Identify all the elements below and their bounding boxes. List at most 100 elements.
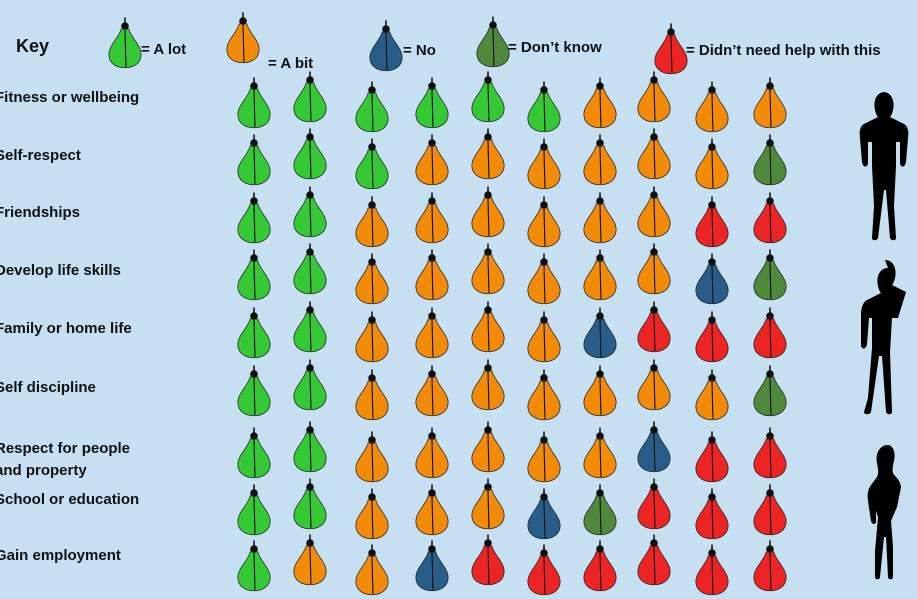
bulb-cap: [250, 254, 258, 262]
bulb-filament: [487, 371, 490, 409]
key-label: = Didn’t need help with this: [686, 42, 881, 59]
bulb: [527, 253, 561, 305]
bulb-filament: [599, 204, 602, 242]
bulb-filament: [371, 500, 374, 538]
bulb: [527, 196, 561, 248]
bulb: [415, 192, 449, 244]
bulb-filament: [385, 32, 388, 70]
bulb-cap: [484, 248, 492, 256]
bulb-filament: [711, 381, 714, 419]
bulb: [293, 71, 327, 123]
bulb: [355, 369, 389, 421]
bulb: [226, 12, 260, 64]
bulb-filament: [599, 496, 602, 534]
bulb: [654, 23, 688, 75]
bulb-filament: [711, 150, 714, 188]
bulb-cap: [250, 370, 258, 378]
bulb-cap: [484, 133, 492, 141]
bulb-cap: [428, 312, 436, 320]
bulb-filament: [371, 208, 374, 246]
bulb: [237, 540, 271, 592]
bulb: [753, 307, 787, 359]
bulb-cap: [596, 312, 604, 320]
bulb-cap: [596, 370, 604, 378]
bulb: [695, 311, 729, 363]
bulb: [476, 16, 510, 68]
bulb-filament: [431, 319, 434, 357]
bulb-cap: [650, 483, 658, 491]
bulb: [237, 307, 271, 359]
bulb-filament: [653, 198, 656, 236]
bulb: [753, 249, 787, 301]
bulb-cap: [306, 539, 314, 547]
bulb: [355, 253, 389, 305]
bulb-cap: [650, 306, 658, 314]
bulb: [471, 421, 505, 473]
bulb-filament: [253, 319, 256, 357]
bulb-cap: [368, 436, 376, 444]
bulb: [583, 307, 617, 359]
bulb-cap: [596, 82, 604, 90]
bulb-cap: [766, 489, 774, 497]
bulb-cap: [540, 258, 548, 266]
bulb-cap: [540, 436, 548, 444]
bulb: [637, 478, 671, 530]
bulb-filament: [371, 93, 374, 131]
bulb-filament: [371, 265, 374, 303]
bulb: [695, 81, 729, 133]
bulb-filament: [769, 146, 772, 184]
bulb-filament: [487, 546, 490, 584]
bulb: [355, 311, 389, 363]
bulb-filament: [487, 140, 490, 178]
bulb-filament: [653, 255, 656, 293]
bulb-filament: [492, 28, 495, 66]
bulb-cap: [428, 139, 436, 147]
bulb-filament: [653, 83, 656, 121]
bulb-cap: [428, 432, 436, 440]
bulb-filament: [599, 261, 602, 299]
bulb: [415, 77, 449, 129]
bulb-filament: [653, 490, 656, 528]
bulb: [471, 186, 505, 238]
row-label: and property: [0, 462, 87, 479]
bulb-filament: [253, 204, 256, 242]
bulb: [293, 128, 327, 180]
bulb: [369, 20, 403, 72]
bulb-filament: [653, 546, 656, 584]
bulb: [355, 488, 389, 540]
bulb-filament: [711, 323, 714, 361]
bulb-filament: [769, 439, 772, 477]
bulb-cap: [382, 25, 390, 33]
bulb-cap: [766, 82, 774, 90]
bulb-cap: [428, 254, 436, 262]
bulb-cap: [306, 248, 314, 256]
bulb-filament: [253, 496, 256, 534]
bulb: [355, 196, 389, 248]
bulb-cap: [250, 489, 258, 497]
bulb-cap: [540, 316, 548, 324]
bulb-filament: [253, 377, 256, 415]
bulb-filament: [371, 443, 374, 481]
bulb: [293, 421, 327, 473]
bulb-cap: [484, 483, 492, 491]
bulb-cap: [596, 139, 604, 147]
bulb: [583, 192, 617, 244]
bulb: [695, 488, 729, 540]
bulb: [237, 249, 271, 301]
bulb: [471, 534, 505, 586]
bulb-filament: [711, 443, 714, 481]
bulb: [355, 138, 389, 190]
bulb-filament: [711, 93, 714, 131]
bulb-filament: [653, 433, 656, 471]
bulb: [471, 359, 505, 411]
bulb-cap: [428, 82, 436, 90]
bulb-filament: [769, 377, 772, 415]
bulb: [527, 488, 561, 540]
bulb: [415, 249, 449, 301]
bulb-cap: [484, 539, 492, 547]
bulb-filament: [769, 552, 772, 590]
bulb-filament: [253, 146, 256, 184]
bulb: [293, 534, 327, 586]
